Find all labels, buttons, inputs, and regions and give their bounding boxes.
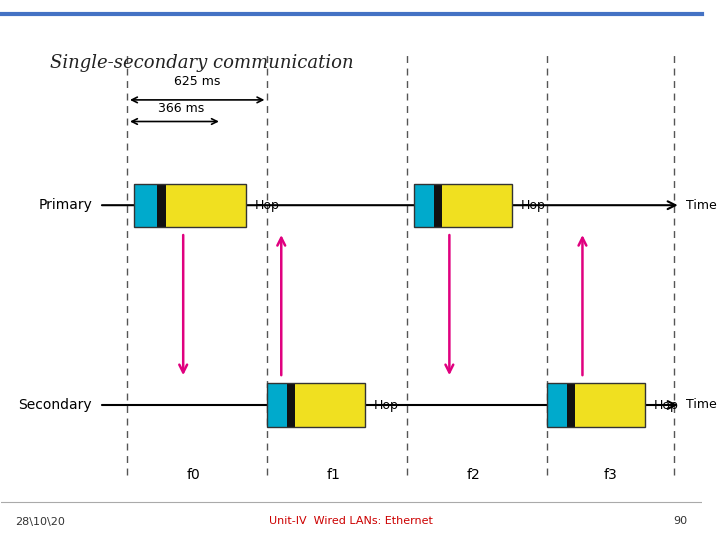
Bar: [414, 184, 513, 227]
Text: Primary: Primary: [38, 198, 92, 212]
Text: f1: f1: [327, 468, 341, 482]
Text: Hop: Hop: [654, 399, 679, 411]
Text: f0: f0: [186, 468, 201, 482]
Bar: [571, 383, 575, 427]
Bar: [294, 383, 365, 427]
Bar: [161, 184, 166, 227]
Bar: [134, 184, 246, 227]
Text: Unit-IV  Wired LANs: Ethernet: Unit-IV Wired LANs: Ethernet: [269, 516, 433, 526]
Text: 28\10\20: 28\10\20: [15, 516, 65, 526]
Text: Hop: Hop: [255, 199, 279, 212]
Text: Time: Time: [686, 199, 717, 212]
Bar: [291, 383, 294, 427]
Text: 366 ms: 366 ms: [158, 102, 204, 115]
Text: f3: f3: [603, 468, 617, 482]
Text: Secondary: Secondary: [19, 398, 92, 412]
Bar: [267, 383, 287, 427]
Bar: [267, 383, 365, 427]
Text: Hop: Hop: [521, 199, 546, 212]
Text: 90: 90: [673, 516, 688, 526]
Bar: [438, 184, 442, 227]
Bar: [414, 184, 434, 227]
Bar: [134, 184, 156, 227]
Bar: [134, 184, 246, 227]
Bar: [547, 383, 567, 427]
Bar: [414, 184, 513, 227]
Bar: [547, 383, 646, 427]
Text: 625 ms: 625 ms: [174, 75, 220, 88]
Text: Single-secondary communication: Single-secondary communication: [50, 54, 354, 72]
Bar: [166, 184, 246, 227]
Bar: [575, 383, 646, 427]
Bar: [547, 383, 646, 427]
Text: f2: f2: [467, 468, 481, 482]
Bar: [442, 184, 513, 227]
Bar: [267, 383, 365, 427]
Text: Hop: Hop: [374, 399, 399, 411]
Text: Time: Time: [686, 399, 717, 411]
